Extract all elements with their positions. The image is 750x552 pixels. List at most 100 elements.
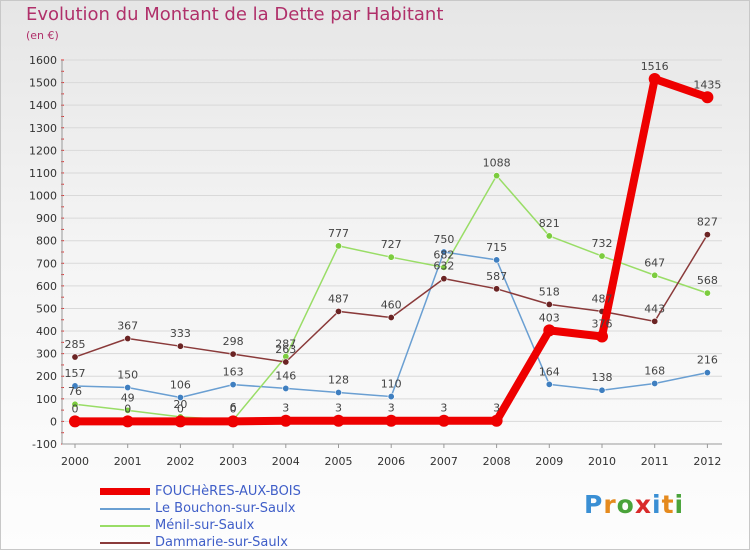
x-tick-label: 2005: [325, 455, 353, 468]
legend-label: FOUCHèRES-AUX-BOIS: [155, 484, 301, 499]
data-point: [121, 415, 134, 428]
data-label: 110: [381, 378, 402, 391]
data-point: [493, 256, 501, 264]
logo-letter: i: [652, 490, 662, 519]
data-label: 138: [592, 371, 613, 384]
x-tick-label: 2004: [272, 455, 300, 468]
data-point: [648, 72, 661, 85]
x-tick-label: 2010: [588, 455, 616, 468]
data-point: [176, 393, 184, 401]
data-label: 333: [170, 327, 191, 340]
data-label: 0: [177, 402, 184, 415]
data-label: 263: [275, 343, 296, 356]
data-label: 403: [539, 311, 560, 324]
y-tick-label: 1500: [29, 77, 57, 90]
data-label: 1088: [483, 157, 511, 170]
legend-swatch: [100, 488, 150, 495]
data-label: 367: [117, 320, 138, 333]
data-label: 3: [493, 402, 500, 415]
data-point: [332, 414, 345, 427]
data-label: 1435: [693, 78, 721, 91]
y-tick-label: 500: [36, 302, 57, 315]
data-label: 287: [275, 338, 296, 351]
data-point: [493, 172, 501, 180]
data-label: 827: [697, 216, 718, 229]
data-label: 0: [124, 402, 131, 415]
data-label: 76: [68, 385, 82, 398]
logo-letter: i: [674, 490, 685, 519]
legend-swatch: [100, 508, 150, 510]
y-tick-label: 700: [36, 257, 57, 270]
logo-letter: t: [661, 490, 675, 519]
data-label: 20: [173, 398, 187, 411]
logo-letter: o: [616, 490, 635, 519]
y-tick-label: 1200: [29, 144, 57, 157]
data-label: 0: [72, 402, 79, 415]
data-point: [334, 242, 342, 250]
proxiti-logo: Proxiti: [584, 490, 684, 519]
x-tick-label: 2003: [219, 455, 247, 468]
x-tick-label: 2001: [114, 455, 142, 468]
data-label: 632: [433, 260, 454, 273]
data-label: 487: [328, 292, 349, 305]
data-label: 682: [433, 248, 454, 261]
data-point: [71, 353, 79, 361]
legend-label: Le Bouchon-sur-Saulx: [155, 501, 296, 516]
y-tick-label: 600: [36, 280, 57, 293]
data-point: [334, 307, 342, 315]
data-label: 777: [328, 227, 349, 240]
data-point: [651, 379, 659, 387]
data-point: [279, 414, 292, 427]
y-tick-label: 200: [36, 370, 57, 383]
data-label: 518: [539, 285, 560, 298]
data-point: [437, 414, 450, 427]
data-point: [176, 342, 184, 350]
data-point: [227, 415, 240, 428]
x-tick-label: 2011: [641, 455, 669, 468]
x-tick-label: 2000: [61, 455, 89, 468]
data-label: 376: [592, 317, 613, 330]
x-tick-label: 2012: [693, 455, 721, 468]
data-label: 0: [230, 402, 237, 415]
logo-letter: P: [584, 490, 604, 519]
data-label: 3: [440, 402, 447, 415]
data-label: 732: [592, 237, 613, 250]
y-tick-label: 1400: [29, 99, 57, 112]
legend-label: Ménil-sur-Saulx: [155, 518, 255, 533]
x-tick-label: 2008: [483, 455, 511, 468]
data-point: [490, 414, 503, 427]
data-label: 285: [65, 338, 86, 351]
data-label: 146: [275, 369, 296, 382]
data-point: [71, 400, 79, 408]
data-label: 821: [539, 217, 560, 230]
data-label: 216: [697, 354, 718, 367]
y-tick-label: 1000: [29, 190, 57, 203]
data-point: [387, 393, 395, 401]
data-point: [701, 91, 714, 104]
data-point: [543, 324, 556, 337]
data-point: [174, 415, 187, 428]
data-label: 443: [644, 302, 665, 315]
y-tick-label: 1100: [29, 167, 57, 180]
data-point: [596, 330, 608, 343]
x-tick-label: 2007: [430, 455, 458, 468]
data-label: 750: [433, 233, 454, 246]
y-tick-label: 900: [36, 212, 57, 225]
data-label: 168: [644, 364, 665, 377]
data-label: 727: [381, 238, 402, 251]
data-point: [651, 317, 659, 325]
logo-letter: x: [634, 490, 652, 519]
data-label: 487: [592, 292, 613, 305]
data-label: 164: [539, 365, 560, 378]
data-point: [387, 253, 395, 261]
data-label: 3: [388, 402, 395, 415]
data-label: 163: [223, 366, 244, 379]
legend-swatch: [100, 525, 150, 527]
data-point: [229, 381, 237, 389]
data-point: [545, 232, 553, 240]
y-tick-label: 300: [36, 348, 57, 361]
data-point: [71, 382, 79, 390]
x-tick-label: 2009: [535, 455, 563, 468]
data-point: [334, 388, 342, 396]
